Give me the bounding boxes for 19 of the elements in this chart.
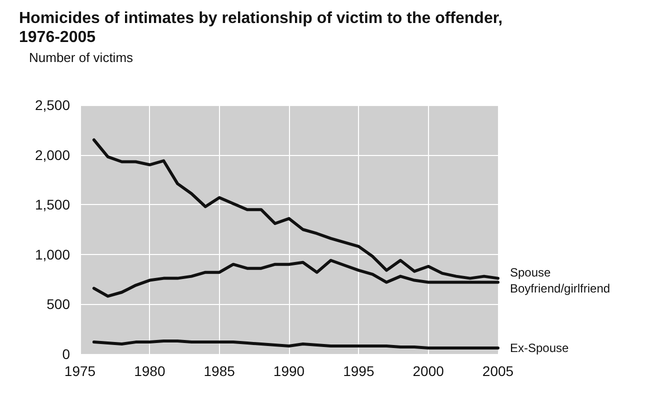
x-tick-label: 1980: [134, 363, 166, 379]
x-tick-label: 2005: [482, 363, 514, 379]
y-tick-label: 500: [46, 296, 70, 312]
y-tick-label: 2,000: [34, 146, 70, 163]
series-label: Spouse: [510, 265, 552, 280]
y-tick-label: 0: [62, 346, 70, 362]
x-tick-label: 1985: [204, 363, 236, 379]
series-label: Ex-Spouse: [510, 341, 570, 356]
line-series: [92, 340, 500, 350]
y-tick-label: 1,000: [34, 246, 70, 262]
x-tick-label: 1975: [64, 363, 96, 379]
x-tick-label: 2000: [412, 363, 444, 379]
y-axis-title: Number of victims: [29, 50, 134, 65]
chart-title: Homicides of intimates by relationship of victim to the offender, 1976-2005: [19, 10, 508, 46]
series-label: Boyfriend/girlfriend: [510, 281, 610, 296]
y-tick-label: 1,500: [34, 196, 70, 213]
x-tick-label: 1995: [343, 363, 374, 379]
y-tick-label: 2,500: [34, 97, 70, 113]
x-tick-label: 1990: [273, 363, 305, 379]
